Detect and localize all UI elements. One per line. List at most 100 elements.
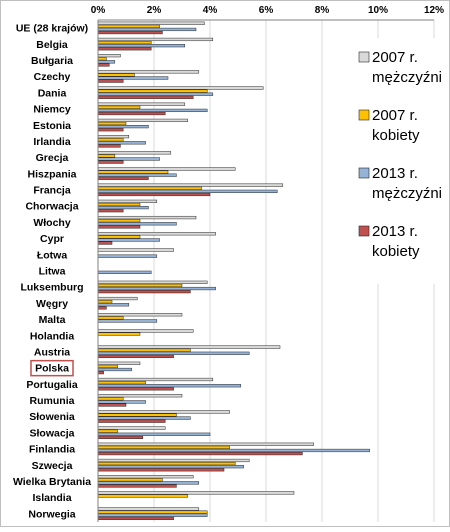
bar bbox=[97, 248, 174, 252]
bar bbox=[97, 157, 160, 161]
x-tick-label: 12% bbox=[424, 5, 444, 16]
category-label: Luksemburg bbox=[20, 282, 83, 294]
bar bbox=[97, 176, 149, 180]
bar bbox=[97, 481, 200, 485]
bar bbox=[97, 254, 158, 258]
bar bbox=[97, 300, 113, 304]
bar bbox=[97, 44, 186, 48]
bar bbox=[97, 364, 118, 369]
bar bbox=[97, 144, 121, 148]
category-label: Portugalia bbox=[26, 379, 78, 391]
bar bbox=[97, 232, 216, 236]
category-label: Polska bbox=[35, 363, 69, 375]
legend-background bbox=[355, 38, 443, 284]
bar bbox=[97, 329, 194, 333]
legend-label: 2013 r. mężczyźni bbox=[372, 165, 442, 202]
bar bbox=[97, 141, 146, 145]
bar bbox=[97, 154, 116, 158]
bar bbox=[97, 319, 158, 323]
bar bbox=[97, 121, 127, 126]
bar bbox=[97, 468, 225, 472]
bar bbox=[97, 403, 127, 407]
bar bbox=[97, 345, 281, 349]
bar bbox=[97, 30, 163, 35]
category-label: Czechy bbox=[34, 71, 71, 83]
bar bbox=[97, 426, 166, 430]
legend: 2007 r. mężczyźni 2007 r. kobiety 2013 r. męż… bbox=[355, 38, 443, 284]
bar bbox=[97, 465, 244, 469]
bar bbox=[97, 280, 208, 284]
bar bbox=[97, 89, 208, 93]
category-label: Norwegia bbox=[28, 508, 75, 520]
legend-swatch bbox=[358, 109, 370, 121]
bar bbox=[97, 186, 202, 190]
legend-label: 2007 r. kobiety bbox=[372, 107, 420, 144]
bar bbox=[97, 413, 177, 417]
bar bbox=[97, 397, 124, 401]
highlight-box bbox=[30, 359, 74, 377]
category-label: Litwa bbox=[39, 266, 66, 278]
bar bbox=[97, 209, 124, 213]
bar bbox=[97, 125, 149, 129]
bar bbox=[97, 73, 135, 77]
category-label: Bułgaria bbox=[31, 55, 73, 67]
category-label: Francja bbox=[33, 185, 71, 197]
bar bbox=[97, 138, 124, 142]
bar bbox=[97, 238, 160, 242]
bar bbox=[97, 296, 138, 301]
category-label: Austria bbox=[34, 346, 70, 358]
category-labels: UE (28 krajów) Belgia Bułgaria Czechy Dania N… bbox=[13, 23, 91, 521]
category-label: Niemcy bbox=[33, 104, 71, 116]
bar bbox=[97, 24, 160, 28]
bar bbox=[97, 54, 121, 58]
x-tick-label: 10% bbox=[368, 5, 388, 16]
category-label: Finlandia bbox=[29, 444, 75, 456]
bar bbox=[97, 445, 230, 449]
bar bbox=[97, 27, 197, 32]
category-label: Dania bbox=[38, 87, 67, 99]
x-tick-label: 4% bbox=[203, 5, 218, 16]
bar bbox=[97, 219, 141, 223]
bar bbox=[97, 416, 191, 420]
bar bbox=[97, 419, 166, 423]
bar bbox=[97, 189, 278, 193]
bar bbox=[97, 173, 177, 177]
category-label: Grecja bbox=[36, 152, 69, 164]
bar bbox=[97, 290, 191, 294]
bar bbox=[97, 241, 113, 245]
bar bbox=[97, 507, 200, 511]
bar bbox=[97, 76, 169, 80]
bar bbox=[97, 270, 152, 274]
bar bbox=[97, 367, 132, 372]
bar bbox=[97, 40, 152, 45]
bar bbox=[97, 70, 200, 74]
category-label: Słowenia bbox=[29, 411, 75, 423]
bar bbox=[97, 394, 183, 398]
x-tick-label: 2% bbox=[147, 5, 162, 16]
bar bbox=[97, 95, 194, 99]
bar bbox=[97, 387, 174, 391]
bar bbox=[97, 381, 146, 385]
bar bbox=[97, 303, 130, 307]
axes bbox=[97, 19, 434, 522]
bar bbox=[97, 400, 146, 404]
bar bbox=[97, 429, 118, 433]
bar bbox=[97, 205, 149, 210]
bar bbox=[97, 432, 211, 436]
bar bbox=[97, 448, 370, 453]
bar bbox=[97, 351, 250, 355]
legend-swatch bbox=[358, 51, 370, 63]
category-label: Rumunia bbox=[30, 395, 75, 407]
bar bbox=[97, 192, 211, 197]
x-tick-label: 6% bbox=[259, 5, 274, 16]
bar bbox=[97, 332, 141, 336]
bar bbox=[97, 86, 264, 90]
bar bbox=[97, 458, 250, 463]
category-label: Węgry bbox=[36, 298, 68, 310]
bar bbox=[97, 283, 183, 288]
bar bbox=[97, 160, 124, 164]
bar bbox=[97, 111, 166, 116]
category-label: Hiszpania bbox=[27, 168, 76, 180]
bar bbox=[97, 202, 141, 207]
bar bbox=[97, 47, 152, 51]
